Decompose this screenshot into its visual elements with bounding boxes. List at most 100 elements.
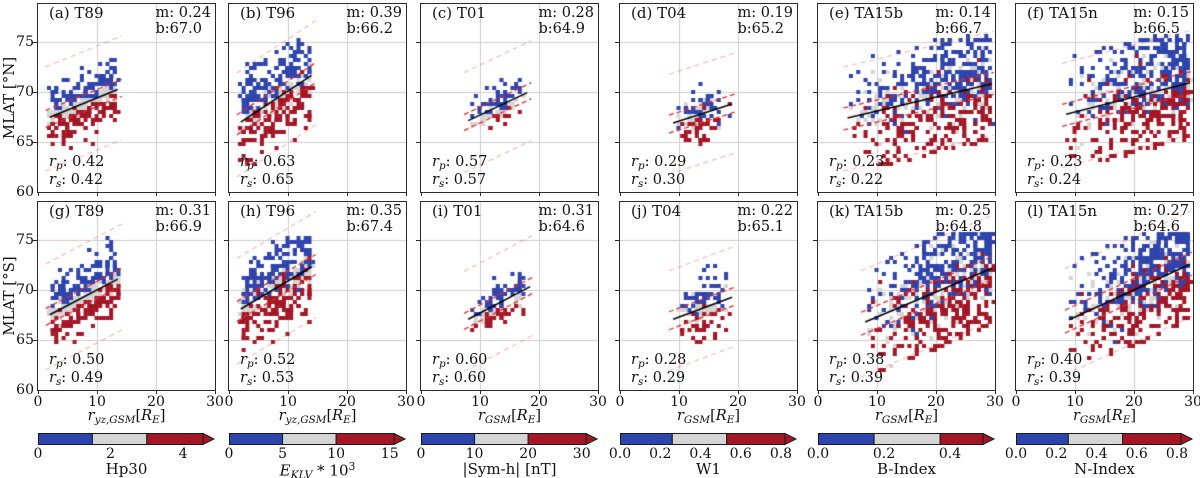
y-tick-mark [1011,141,1015,143]
colorbar-tick-label: 2 [106,446,115,462]
colorbar-label: EKLV * 103 [229,460,406,478]
x-tick-mark [597,390,599,394]
label-part: r [1027,153,1034,170]
colorbar-tick-label: 0.4 [938,446,962,462]
intercept-value: b:64.8 [935,219,982,236]
y-tick-mark [416,339,420,341]
x-tick-mark [1074,390,1076,394]
label-part: E [1122,413,1131,426]
spearman-r-value: rs: 0.53 [240,370,295,389]
scatter-panel-h: (h) T96 m: 0.35 b:67.4 rp: 0.52 rs: 0.53 [224,201,407,394]
scatter-canvas [1016,202,1193,390]
label-part: r [49,351,56,368]
pearson-r-value: rp: 0.23 [829,154,884,173]
colorbar-tick-label: 0.0 [1004,446,1028,462]
colorbar-extend-arrow-icon [202,432,216,446]
x-tick-label: 10 [868,394,886,410]
label-part: r [829,351,836,368]
label-part: yz,GSM [94,413,136,426]
label-part: R [913,408,925,424]
y-tick-mark [224,41,228,43]
colorbar-extend-arrow-icon [1180,432,1194,446]
scatter-canvas [818,4,995,192]
x-tick-label: 30 [788,394,806,410]
label-part: yz,GSM [285,413,327,426]
panel-corr-stats: rp: 0.38 rs: 0.39 [829,352,884,389]
colorbar-label: N-Index [1016,460,1193,478]
colorbar-segment-low [1016,433,1069,445]
slope-value: m: 0.24 [155,5,211,21]
label-part: E [726,413,735,426]
x-tick-mark [405,390,407,394]
label-part: R [516,408,528,424]
colorbar-extend-arrow-icon [585,432,599,446]
colorbar-segment-high [939,433,984,445]
pearson-r-value: rp: 0.40 [1027,352,1082,371]
panel-corr-stats: rp: 0.52 rs: 0.53 [240,352,295,389]
colorbar-label: B-Index [818,460,995,478]
slope-value: m: 0.22 [737,203,793,219]
label-part: R [332,408,344,424]
x-tick-mark [346,192,348,196]
label-part: r [49,153,56,170]
y-tick-label: 60 [16,382,34,398]
y-tick-mark [1011,239,1015,241]
colorbar-n-index [1016,432,1194,446]
x-tick-mark [1133,390,1135,394]
x-tick-label: 0 [1011,394,1021,410]
scatter-panel-k: (k) TA15b m: 0.25 b:64.8 rp: 0.38 rs: 0.39 [813,201,996,394]
label-part: R [715,408,727,424]
colorbar-tick-label: 0 [224,446,234,462]
scatter-canvas [229,4,406,192]
colorbar-tick-label: 0.0 [806,446,830,462]
label-part: GSM [1079,413,1107,426]
x-tick-mark [96,192,98,196]
intercept-value: b:64.6 [538,219,585,236]
panel-fit-stats: m: 0.24 b:67.0 [155,5,211,37]
colorbar-segment-mid [474,433,529,445]
label-part: r [278,408,286,424]
label-part: s [246,376,253,389]
x-axis-label: rGSM[RE] [1016,408,1193,426]
colorbar-tick-label: 0 [416,446,426,462]
label-part: r [240,370,247,387]
colorbar-label: Hp30 [38,460,215,478]
label-part: r [432,172,439,189]
panel-corr-stats: rp: 0.29 rs: 0.30 [631,154,686,191]
scatter-panel-g: (g) T89 m: 0.31 b:66.9 rp: 0.50 rs: 0.49 [33,201,216,394]
x-tick-label: 20 [729,394,747,410]
label-part: r [1072,408,1080,424]
label-part: : 0.29 [644,153,687,170]
colorbar-tick-label: 0.0 [608,446,632,462]
x-tick-mark [214,192,216,196]
label-part: s [637,178,644,191]
slope-value: m: 0.35 [346,203,402,219]
label-part: : 0.30 [643,172,686,189]
colorbar-segment-mid [282,433,337,445]
panel-id-label: (a) T89 [49,4,104,22]
intercept-value: b:67.4 [346,219,393,236]
label-part: [ [511,408,517,424]
label-part: s [55,376,62,389]
label-part: r [87,408,95,424]
label-part: : 0.23 [842,153,885,170]
panel-corr-stats: rp: 0.40 rs: 0.39 [1027,352,1082,389]
scatter-panel-i: (i) T01 m: 0.31 b:64.6 rp: 0.60 rs: 0.60 [416,201,599,394]
y-tick-mark [224,239,228,241]
colorbar-tick-label: 30 [572,446,591,462]
x-tick-mark [817,192,819,196]
x-tick-mark [287,390,289,394]
slope-value: m: 0.31 [538,203,594,219]
label-part: r [240,351,247,368]
colorbar-tick-label: 20 [519,446,538,462]
colorbar-tick-label: 0.6 [729,446,752,462]
scatter-panel-d: (d) T04 m: 0.19 b:65.2 rp: 0.29 rs: 0.30 [615,3,798,196]
label-part: R [141,408,153,424]
colorbar-segment-high [1122,433,1182,445]
y-tick-mark [416,239,420,241]
panel-id-label: (d) T04 [631,4,687,22]
panel-id-label: (f) TA15n [1027,4,1098,22]
scatter-panel-a: (a) T89 m: 0.24 b:67.0 rp: 0.42 rs: 0.42 [33,3,216,196]
y-tick-mark [416,289,420,291]
label-part: p [438,159,446,172]
